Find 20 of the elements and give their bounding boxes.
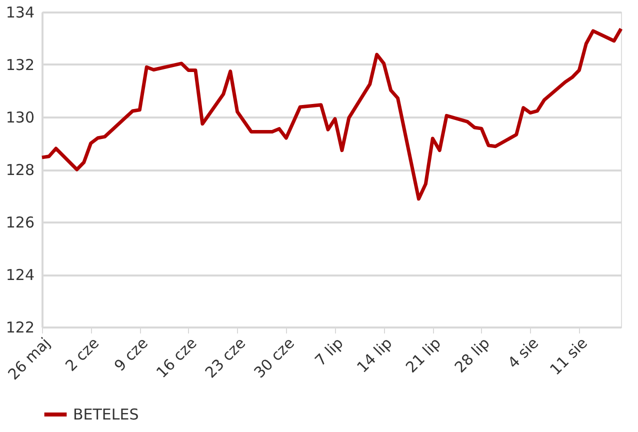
x-tick-label: 4 sie — [504, 334, 542, 372]
line-series — [40, 27, 623, 201]
x-tick-label: 11 sie — [546, 334, 591, 379]
y-tick-label: 126 — [6, 214, 34, 232]
legend-label: BETELES — [73, 406, 139, 424]
y-tick-label: 130 — [6, 108, 34, 126]
x-tick-label: 28 lip — [451, 334, 494, 376]
x-tick-label: 16 cze — [152, 334, 200, 382]
y-tick-label: 132 — [6, 56, 34, 74]
y-tick-label: 124 — [6, 266, 34, 284]
x-tick-label: 9 cze — [110, 334, 152, 375]
y-tick-label: 128 — [6, 161, 34, 179]
x-tick-label: 23 cze — [202, 334, 250, 382]
y-tick-label: 134 — [6, 4, 34, 22]
x-tick-label: 30 cze — [250, 334, 298, 382]
x-tick-label: 21 lip — [402, 334, 444, 376]
x-tick-label: 7 lip — [311, 334, 347, 370]
y-tick-label: 122 — [6, 318, 34, 336]
x-tick-label: 14 lip — [353, 334, 396, 376]
x-tick-label: 2 cze — [62, 334, 103, 375]
